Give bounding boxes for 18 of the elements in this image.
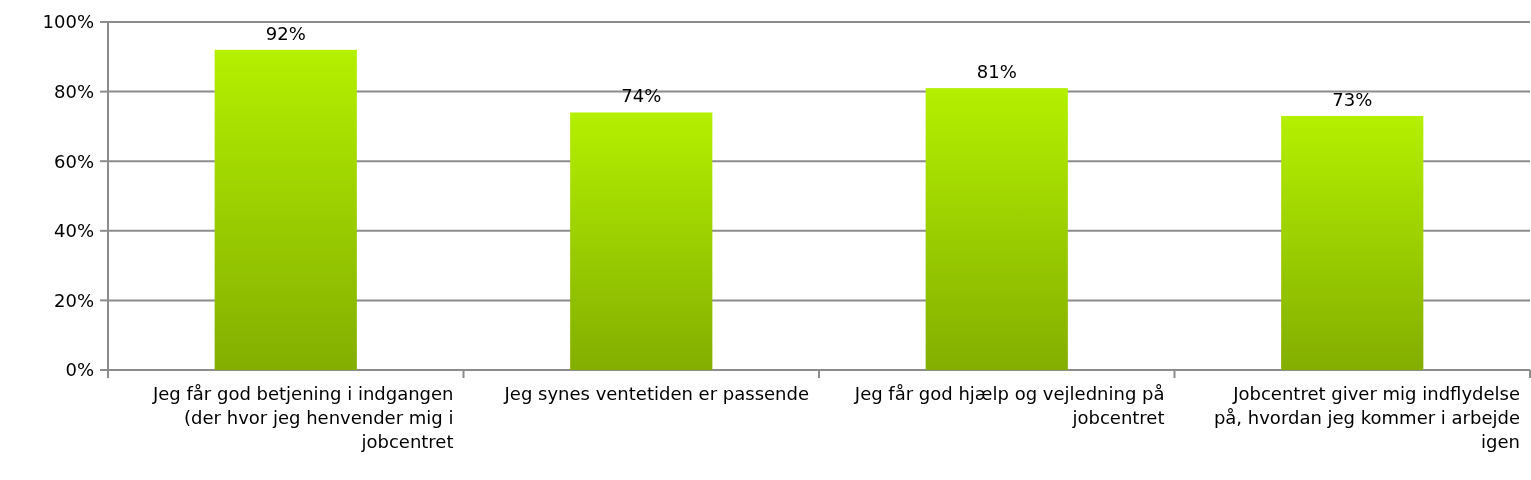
- y-tick-label: 80%: [53, 80, 94, 102]
- y-tick-label: 100%: [42, 11, 94, 33]
- x-tick-label: Jeg får god betjening i indgangen (der hvor jeg henvender mig i jobcentret: [151, 383, 454, 452]
- y-tick-label: 60%: [53, 150, 94, 172]
- x-tick-label: Jeg får god hjælp og vejledning på jobcentret: [853, 383, 1165, 428]
- y-tick-label: 40%: [53, 220, 94, 242]
- y-tick-label: 20%: [53, 289, 94, 311]
- bar: [570, 112, 713, 370]
- x-tick-label: Jeg synes ventetiden er passende: [503, 383, 809, 404]
- bar: [214, 49, 357, 370]
- y-tick-label: 0%: [65, 359, 94, 381]
- data-label: 73%: [1332, 88, 1373, 110]
- x-tick-label: Jobcentret giver mig indflydelse på, hvordan jeg kommer i arbejde igen: [1213, 383, 1520, 452]
- bar: [1281, 115, 1424, 370]
- data-label: 74%: [621, 85, 662, 107]
- bar: [925, 88, 1068, 370]
- data-label: 92%: [265, 22, 306, 44]
- data-label: 81%: [976, 61, 1017, 83]
